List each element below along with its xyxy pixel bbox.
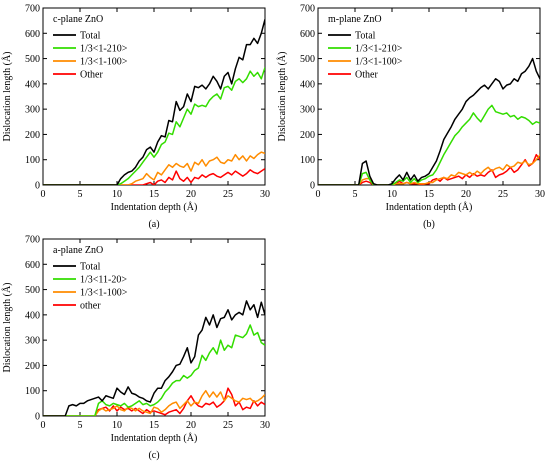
y-tick-label: 100 bbox=[25, 386, 40, 397]
y-tick-label: 400 bbox=[25, 79, 40, 90]
x-tick-label: 15 bbox=[149, 420, 159, 431]
x-tick-label: 20 bbox=[186, 420, 196, 431]
y-tick-label: 600 bbox=[25, 29, 40, 40]
legend-entry: 1/3<1-100> bbox=[355, 57, 403, 68]
x-tick-label: 5 bbox=[78, 420, 83, 431]
legend-entry: 1/3<1-100> bbox=[80, 288, 128, 299]
series-line-1-3-11-20- bbox=[43, 324, 265, 416]
series-line-total bbox=[43, 19, 265, 185]
chart-panel-2: 0 5 10 15 20 25 300100200300400500600700Indent… bbox=[276, 4, 545, 231]
series-line-1-3-1-100- bbox=[43, 151, 265, 185]
x-tick-label: 30 bbox=[260, 420, 270, 431]
x-tick-label: 0 bbox=[316, 189, 321, 200]
x-tick-label: 5 bbox=[78, 189, 83, 200]
x-tick-label: 25 bbox=[498, 189, 508, 200]
y-tick-label: 200 bbox=[25, 361, 40, 372]
x-tick-label: 15 bbox=[149, 189, 159, 200]
x-axis-label: Indentation depth (Å) bbox=[111, 201, 198, 213]
legend-entry: 1/3<1-210> bbox=[80, 44, 128, 55]
legend-entry: 1/3<11-20> bbox=[80, 275, 127, 286]
series-line-1-3-1-100- bbox=[318, 154, 540, 185]
y-tick-label: 200 bbox=[300, 130, 315, 141]
series-line-other bbox=[43, 387, 265, 416]
legend-entry: Total bbox=[355, 31, 376, 42]
series-line-other bbox=[43, 167, 265, 185]
series-line-1-3-1-210- bbox=[318, 104, 540, 185]
chart-title: a-plane ZnO bbox=[53, 245, 103, 256]
legend-entry: 1/3<1-100> bbox=[80, 57, 128, 68]
series-line-1-3-1-100- bbox=[43, 389, 265, 416]
x-tick-label: 15 bbox=[424, 189, 434, 200]
y-tick-label: 500 bbox=[25, 285, 40, 296]
series-line-1-3-1-210- bbox=[43, 67, 265, 185]
y-tick-label: 400 bbox=[300, 79, 315, 90]
legend-entry: Total bbox=[80, 262, 101, 273]
y-tick-label: 600 bbox=[300, 29, 315, 40]
plot-frame bbox=[317, 7, 541, 186]
y-axis-label: Dislocation length (Å) bbox=[1, 283, 13, 373]
x-tick-label: 5 bbox=[353, 189, 358, 200]
legend-entry: Other bbox=[80, 70, 103, 81]
panel-caption: (b) bbox=[423, 219, 435, 230]
y-tick-label: 300 bbox=[25, 105, 40, 116]
x-tick-label: 10 bbox=[387, 189, 397, 200]
legend-entry: Total bbox=[80, 31, 101, 42]
y-tick-label: 100 bbox=[300, 155, 315, 166]
chart-title: m-plane ZnO bbox=[328, 14, 382, 25]
x-tick-label: 10 bbox=[112, 189, 122, 200]
y-tick-label: 500 bbox=[25, 54, 40, 65]
x-axis-label: Indentation depth (Å) bbox=[386, 201, 473, 213]
legend-entry: other bbox=[80, 301, 101, 312]
series-line-total bbox=[318, 57, 540, 185]
x-tick-label: 30 bbox=[260, 189, 270, 200]
panel-caption: (a) bbox=[148, 219, 159, 230]
y-tick-label: 700 bbox=[300, 4, 315, 15]
y-tick-label: 400 bbox=[25, 310, 40, 321]
y-tick-label: 300 bbox=[300, 105, 315, 116]
legend-entry: Other bbox=[355, 70, 378, 81]
y-tick-label: 0 bbox=[310, 181, 315, 192]
y-tick-label: 300 bbox=[25, 336, 40, 347]
y-tick-label: 100 bbox=[25, 155, 40, 166]
chart-title: c-plane ZnO bbox=[53, 14, 103, 25]
x-axis-label: Indentation depth (Å) bbox=[111, 432, 198, 444]
x-tick-label: 20 bbox=[461, 189, 471, 200]
y-axis-label: Dislocation length (Å) bbox=[1, 52, 13, 142]
y-tick-label: 700 bbox=[25, 235, 40, 246]
x-tick-label: 25 bbox=[223, 420, 233, 431]
x-tick-label: 30 bbox=[535, 189, 545, 200]
panel-caption: (c) bbox=[148, 450, 159, 461]
chart-panel-3: 0 5 10 15 20 25 300100200300400500600700Indent… bbox=[1, 235, 270, 462]
y-tick-label: 200 bbox=[25, 130, 40, 141]
y-tick-label: 0 bbox=[35, 181, 40, 192]
plot-frame bbox=[42, 7, 266, 186]
y-axis-label: Dislocation length (Å) bbox=[276, 52, 288, 142]
y-tick-label: 500 bbox=[300, 54, 315, 65]
legend-entry: 1/3<1-210> bbox=[355, 44, 403, 55]
x-tick-label: 0 bbox=[41, 420, 46, 431]
y-tick-label: 0 bbox=[35, 412, 40, 423]
chart-panel-1: 0 5 10 15 20 25 300100200300400500600700Indent… bbox=[1, 4, 270, 231]
x-tick-label: 20 bbox=[186, 189, 196, 200]
plot-frame bbox=[42, 238, 266, 417]
y-tick-label: 600 bbox=[25, 260, 40, 271]
x-tick-label: 25 bbox=[223, 189, 233, 200]
x-tick-label: 10 bbox=[112, 420, 122, 431]
y-tick-label: 700 bbox=[25, 4, 40, 15]
x-tick-label: 0 bbox=[41, 189, 46, 200]
series-line-total bbox=[43, 300, 265, 416]
series-line-other bbox=[318, 153, 540, 185]
